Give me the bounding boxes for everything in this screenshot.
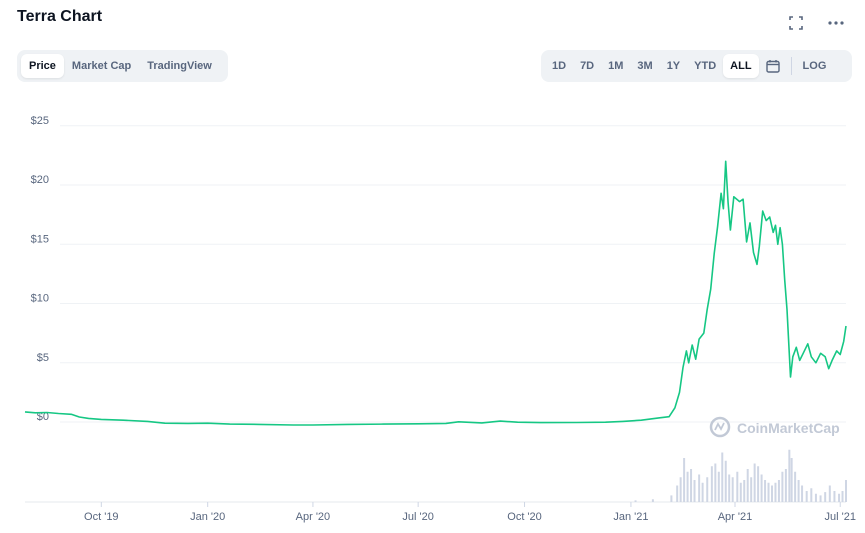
grid-lines [25, 125, 846, 503]
volume-bar [714, 463, 717, 502]
volume-bar [767, 482, 770, 502]
range-7d[interactable]: 7D [580, 60, 595, 72]
watermark: CoinMarketCap [709, 416, 840, 438]
fullscreen-icon[interactable] [785, 12, 807, 34]
volume-bar [841, 491, 844, 502]
more-icon[interactable] [825, 12, 847, 34]
y-tick-label: $5 [37, 352, 49, 364]
volume-bar [784, 469, 787, 502]
price-series-line [24, 160, 847, 426]
x-tick-label: Jan '20 [190, 511, 225, 523]
volume-bar [698, 474, 701, 502]
volume-bar [774, 482, 777, 502]
volume-bar [676, 485, 679, 502]
x-tick-label: Oct '19 [84, 511, 119, 523]
x-tick-label: Apr '21 [718, 511, 753, 523]
volume-bar [770, 485, 773, 502]
tab-market-cap[interactable]: Market Cap [71, 60, 132, 72]
volume-bar [824, 492, 827, 502]
y-tick-label: $15 [31, 233, 49, 245]
volume-bar [805, 491, 808, 502]
volume-bar [690, 469, 693, 502]
x-tick-label: Oct '20 [507, 511, 542, 523]
time-range-selector: 1D 7D 1M 3M 1Y YTD ALL LOG [541, 50, 852, 82]
volume-bar [750, 477, 753, 502]
x-axis-ticks: Oct '19 Jan '20 Apr '20 Jul '20 Oct '20 Jan '… [84, 502, 856, 523]
range-3m[interactable]: 3M [637, 60, 653, 72]
volume-bar [764, 480, 767, 502]
x-tick-label: Apr '20 [296, 511, 331, 523]
volume-bars [634, 449, 847, 502]
volume-bar [743, 480, 746, 502]
x-tick-label: Jan '21 [613, 511, 648, 523]
calendar-button[interactable] [759, 54, 787, 78]
toolbar-divider [790, 57, 792, 75]
volume-bar [797, 480, 800, 502]
range-1d[interactable]: 1D [552, 60, 567, 72]
volume-bar [833, 491, 836, 502]
y-tick-label: $25 [31, 115, 49, 127]
volume-bar [788, 449, 791, 502]
range-1m[interactable]: 1M [608, 60, 624, 72]
y-tick-label: $0 [37, 411, 49, 423]
volume-bar [794, 471, 797, 502]
y-axis-ticks: $0 $5 $10 $15 $20 $25 [31, 115, 49, 423]
volume-bar [790, 458, 793, 502]
volume-bar [781, 471, 784, 502]
volume-bar [686, 471, 689, 502]
range-1y[interactable]: 1Y [666, 60, 681, 72]
volume-bar [736, 471, 739, 502]
range-ytd[interactable]: YTD [694, 60, 717, 72]
volume-bar [670, 495, 673, 502]
volume-bar [717, 471, 720, 502]
volume-bar [679, 477, 682, 502]
chart-title: Terra Chart [17, 8, 103, 25]
volume-bar [838, 493, 841, 502]
volume-bar [757, 466, 760, 502]
volume-bar [693, 480, 696, 502]
log-scale-toggle[interactable]: LOG [802, 60, 827, 72]
volume-bar [634, 500, 637, 502]
watermark-text: CoinMarketCap [737, 420, 840, 436]
calendar-icon [765, 60, 780, 73]
volume-bar [753, 463, 756, 502]
volume-bar [651, 499, 654, 502]
volume-bar [739, 482, 742, 502]
price-chart[interactable]: $0 $5 $10 $15 $20 $25 CoinMarketCap Oct '19 Ja… [0, 100, 865, 533]
x-tick-label: Jul '20 [402, 511, 433, 523]
volume-bar [814, 493, 817, 502]
volume-bar [746, 469, 749, 502]
volume-bar [710, 466, 713, 502]
volume-bar [731, 477, 734, 502]
chart-type-tabs: Price Market Cap TradingView [17, 50, 228, 82]
volume-bar [724, 460, 727, 502]
x-tick-label: Jul '21 [824, 511, 855, 523]
volume-bar [706, 477, 709, 502]
volume-bar [701, 482, 704, 502]
volume-bar [760, 474, 763, 502]
volume-bar [819, 495, 822, 502]
volume-bar [801, 485, 804, 502]
y-tick-label: $20 [31, 174, 49, 186]
volume-bar [845, 480, 847, 502]
volume-bar [721, 452, 724, 502]
volume-bar [810, 488, 813, 502]
tab-tradingview[interactable]: TradingView [147, 60, 212, 72]
y-tick-label: $10 [31, 293, 49, 305]
volume-bar [828, 485, 831, 502]
range-all[interactable]: ALL [723, 54, 759, 78]
volume-bar [728, 474, 731, 502]
chart-toolbar-icons [785, 12, 847, 34]
volume-bar [777, 480, 780, 502]
volume-bar [683, 458, 686, 502]
tab-price[interactable]: Price [21, 54, 64, 78]
